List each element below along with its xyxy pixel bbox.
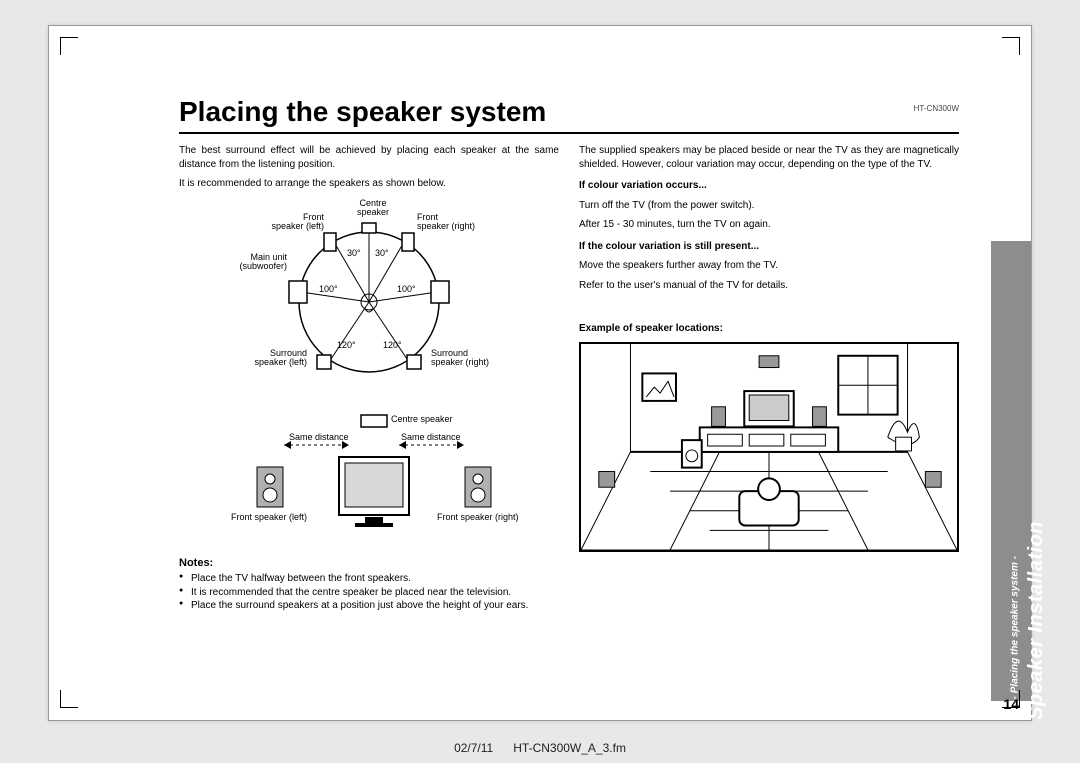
intro-2: It is recommended to arrange the speaker… [179,177,559,191]
lbl-front-r: Front speaker (right) [417,213,477,233]
lbl-fl: Front speaker (left) [231,513,307,523]
angle-120l: 120° [337,341,356,351]
angle-120r: 120° [383,341,402,351]
intro-1: The best surround effect will be achieve… [179,144,559,171]
page-title: Placing the speaker system [179,96,959,128]
lbl-same-l: Same distance [289,433,349,443]
angle-30r: 30° [375,249,389,259]
lbl-main: Main unit (subwoofer) [219,253,287,273]
angle-100l: 100° [319,285,338,295]
note-item: Place the surround speakers at a positio… [179,599,559,613]
right-p1: The supplied speakers may be placed besi… [579,144,959,171]
angle-30l: 30° [347,249,361,259]
right-h1: If colour variation occurs... [579,179,959,193]
footer-date: 02/7/11 [454,741,493,755]
room-illustration [579,342,959,552]
model-code: HT-CN300W [914,104,959,113]
lbl-same-r: Same distance [401,433,461,443]
lbl-fr: Front speaker (right) [437,513,519,523]
right-p2: Turn off the TV (from the power switch). [579,199,959,213]
note-item: Place the TV halfway between the front s… [179,572,559,586]
side-tab-title: Speaker Installation [1025,521,1048,720]
notes-list: Place the TV halfway between the front s… [179,572,559,613]
footer-file: HT-CN300W_A_3.fm [513,741,626,755]
footer: 02/7/11 HT-CN300W_A_3.fm [0,741,1080,755]
note-item: It is recommended that the centre speake… [179,586,559,600]
title-rule [179,132,959,134]
crop-mark-icon [1002,37,1020,55]
lbl-surr-l: Surround speaker (left) [247,349,307,369]
notes-heading: Notes: [179,556,559,571]
tv-distance-diagram: Centre speaker Same distance Same distan… [179,405,559,550]
lbl-centre: Centre speaker [351,199,395,219]
lbl-surr-r: Surround speaker (right) [431,349,496,369]
crop-mark-icon [60,37,78,55]
right-p5: Refer to the user's manual of the TV for… [579,279,959,293]
lbl-front-l: Front speaker (left) [264,213,324,233]
crop-mark-icon [60,690,78,708]
right-p3: After 15 - 30 minutes, turn the TV on ag… [579,218,959,232]
right-h3: Example of speaker locations: [579,322,959,336]
right-p4: Move the speakers further away from the … [579,259,959,273]
page-number: 14 [1003,696,1019,712]
angle-100r: 100° [397,285,416,295]
right-h2: If the colour variation is still present… [579,240,959,254]
placement-circle-diagram: Centre speaker Front speaker (left) Fron… [179,197,559,397]
side-tab-sub: - Placing the speaker system - [1009,556,1020,699]
lbl-centre2: Centre speaker [391,415,453,425]
